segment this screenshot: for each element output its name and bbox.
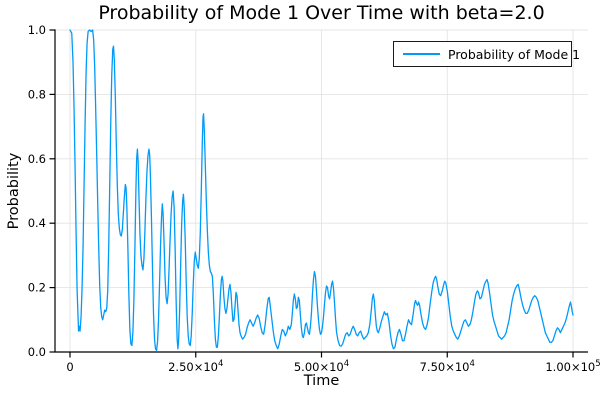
y-tick-label: 1.0 [28,23,46,37]
tick-marks [49,29,574,358]
legend-label: Probability of Mode 1 [448,46,581,62]
y-tick-label: 0.6 [28,152,46,166]
x-tick-label: 5.00×104 [294,359,349,374]
x-tick-labels: 0 2.50×104 5.00×104 7.50×104 1.00×105 [66,359,600,374]
x-tick-label: 2.50×104 [168,359,223,374]
series-line-probability-of-mode-1 [69,29,574,352]
y-tick-label: 0.0 [28,345,46,359]
legend-line-sample [403,53,440,55]
x-tick-label: 7.50×104 [420,359,475,374]
x-tick-label: 1.00×105 [545,359,600,374]
gridlines [55,29,588,352]
series-line [69,29,574,352]
y-tick-label: 0.2 [28,281,46,295]
chart-title: Probability of Mode 1 Over Time with bet… [98,2,545,24]
x-axis-label: Time [303,373,340,389]
legend: Probability of Mode 1 [393,41,580,67]
y-tick-label: 0.4 [28,216,46,230]
x-tick-label: 0 [66,360,73,374]
y-tick-label: 0.8 [28,87,46,101]
y-tick-labels: 0.0 0.2 0.4 0.6 0.8 1.0 [28,23,46,359]
